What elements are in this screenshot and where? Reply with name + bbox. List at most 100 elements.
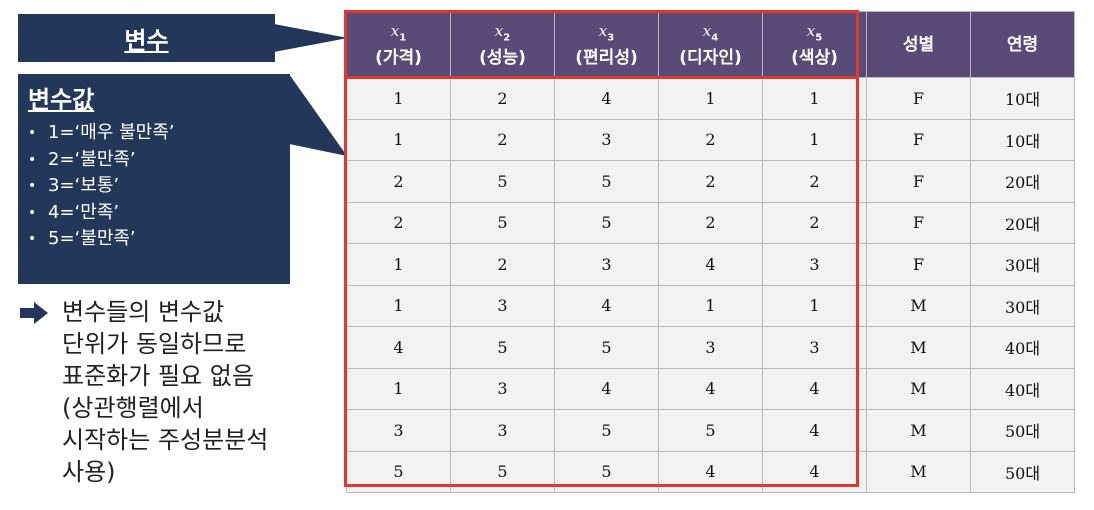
table-header-label: (편리성)	[575, 48, 638, 69]
values-list-item-text: 1=‘매우 불만족’	[48, 122, 175, 143]
table-cell: 2	[450, 243, 555, 286]
table-cell: 50대	[970, 450, 1075, 493]
variable-subscript: 5	[815, 32, 823, 44]
table-cell: 2	[346, 160, 451, 203]
table-cell: 3	[450, 284, 555, 327]
variable-symbol: x	[598, 21, 608, 40]
table-row: 5 5 5 4 4 M 50대	[346, 450, 1075, 493]
table-header-cell: x3 (편리성)	[554, 11, 659, 78]
table-cell: 10대	[970, 77, 1075, 120]
table-cell: 30대	[970, 284, 1075, 327]
table-cell: 3	[346, 409, 451, 452]
table-cell: 5	[554, 160, 659, 203]
variable-symbol: x	[806, 21, 816, 40]
variable-callout-pointer	[274, 24, 348, 52]
table-cell: F	[866, 77, 971, 120]
values-list: • 1=‘매우 불만족’ • 2=‘불만족’ • 3=‘보통’ • 4=‘만족’ • 5=…	[28, 120, 175, 253]
table-cell: M	[866, 450, 971, 493]
table-cell: 30대	[970, 243, 1075, 286]
table-cell: 5	[554, 326, 659, 369]
table-row: 1 2 3 2 1 F 10대	[346, 118, 1075, 161]
values-list-item-text: 4=‘만족’	[48, 201, 120, 223]
values-list-item: • 4=‘만족’	[28, 200, 175, 227]
table-header-cell: 성별	[866, 11, 971, 78]
values-list-item: • 3=‘보통’	[28, 173, 175, 200]
variable-symbol: x	[390, 21, 400, 40]
table-cell: 2	[762, 160, 867, 203]
table-header-cell: x5 (색상)	[762, 11, 867, 78]
table-cell: 1	[346, 367, 451, 410]
variable-subscript: 3	[607, 32, 615, 44]
table-cell: 2	[762, 201, 867, 244]
arrow-right-icon	[20, 302, 48, 324]
table-cell: 1	[346, 243, 451, 286]
values-list-item: • 2=‘불만족’	[28, 147, 175, 174]
table-cell: 5	[450, 450, 555, 493]
variable-callout-box	[18, 14, 275, 62]
table-cell: 1	[658, 284, 763, 327]
table-cell: F	[866, 160, 971, 203]
table-cell: 3	[658, 326, 763, 369]
table-cell: 4	[658, 450, 763, 493]
table-cell: 2	[658, 118, 763, 161]
table-row: 1 2 4 1 1 F 10대	[346, 77, 1075, 120]
table-row: 3 3 5 5 4 M 50대	[346, 409, 1075, 452]
variable-symbol: x	[702, 21, 712, 40]
table-cell: 4	[554, 284, 659, 327]
bullet-icon: •	[28, 231, 37, 247]
table-header-cell: 연령	[970, 11, 1075, 78]
table-cell: 2	[658, 160, 763, 203]
table-cell: F	[866, 201, 971, 244]
table-header-label: 연령	[1006, 34, 1039, 55]
table-cell: 5	[554, 409, 659, 452]
bullet-icon: •	[28, 151, 37, 168]
values-callout-pointer	[289, 74, 347, 156]
table-cell: 4	[762, 409, 867, 452]
table-cell: 50대	[970, 409, 1075, 452]
table-cell: 3	[554, 118, 659, 161]
values-callout-title: 변수값	[28, 86, 95, 114]
table-cell: 3	[450, 409, 555, 452]
table-cell: M	[866, 409, 971, 452]
variable-subscript: 4	[711, 32, 719, 44]
table-cell: 5	[346, 450, 451, 493]
table-cell: 2	[658, 201, 763, 244]
values-callout-box	[18, 74, 290, 284]
table-cell: 5	[450, 160, 555, 203]
table-header-cell: x2 (성능)	[450, 11, 555, 78]
table-row: 2 5 5 2 2 F 20대	[346, 160, 1075, 203]
table-cell: 5	[554, 201, 659, 244]
table-cell: 5	[450, 326, 555, 369]
table-cell: 4	[762, 367, 867, 410]
table-header-label: (색상)	[791, 48, 838, 69]
table-cell: 2	[450, 118, 555, 161]
table-cell: F	[866, 243, 971, 286]
table-cell: 1	[346, 77, 451, 120]
table-body: 1 2 4 1 1 F 10대 1 2 3 2 1 F 10대 2 5 5 2 2 F 20대 2 5 5 2 2 F 20대 1 2 3 4…	[346, 77, 1075, 493]
table-row: 2 5 5 2 2 F 20대	[346, 201, 1075, 244]
table-cell: 40대	[970, 367, 1075, 410]
values-list-item-text: 5=‘불만족’	[48, 228, 136, 249]
table-cell: M	[866, 367, 971, 410]
table-row: 1 3 4 4 4 M 40대	[346, 367, 1075, 410]
values-list-item-text: 3=‘보통’	[48, 175, 120, 196]
table-row: 1 2 3 4 3 F 30대	[346, 243, 1075, 286]
table-header-label: 성별	[902, 34, 935, 55]
table-cell: 3	[554, 243, 659, 286]
table-cell: 4	[762, 450, 867, 493]
table-header-label: (성능)	[479, 48, 526, 69]
table-cell: 4	[658, 243, 763, 286]
table-cell: 5	[658, 409, 763, 452]
table-header-label: (디자인)	[679, 48, 742, 69]
table-cell: 1	[762, 118, 867, 161]
table-cell: 5	[450, 201, 555, 244]
note-text: 변수들의 변수값 단위가 동일하므로 표준화가 필요 없음 (상관행렬에서 시작…	[62, 298, 269, 486]
table-cell: M	[866, 326, 971, 369]
table-cell: 3	[762, 326, 867, 369]
variable-subscript: 1	[399, 32, 407, 44]
table-cell: 2	[346, 201, 451, 244]
table-header-cell: x4 (디자인)	[658, 11, 763, 78]
values-list-item: • 5=‘불만족’	[28, 226, 175, 253]
table-cell: 4	[346, 326, 451, 369]
variable-symbol: x	[494, 21, 504, 40]
